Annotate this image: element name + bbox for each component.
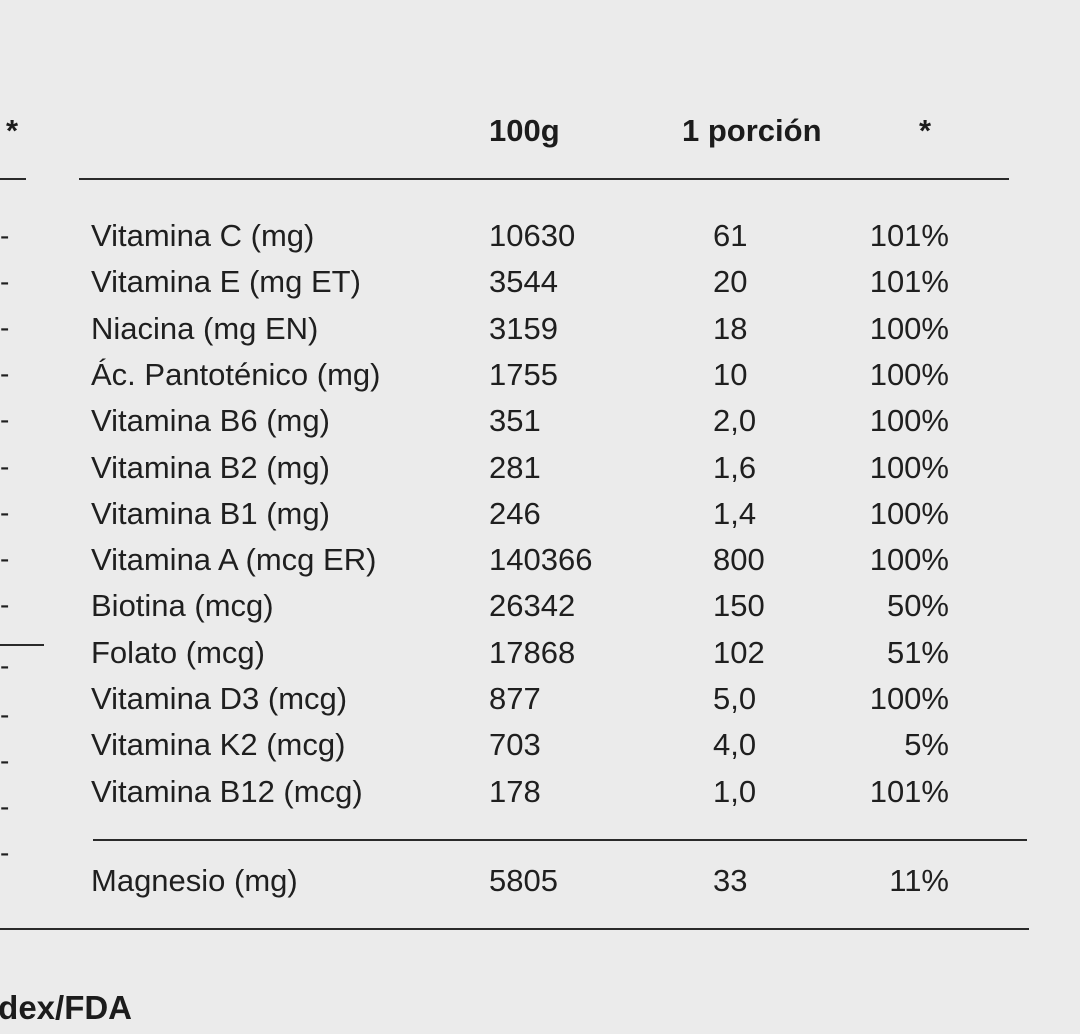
nutrient-name: Vitamina K2 (mcg) [91, 727, 346, 763]
left-column-divider [0, 644, 44, 646]
value-per-100g: 3159 [489, 310, 558, 346]
value-per-100g: 351 [489, 403, 541, 439]
value-per-100g: 281 [489, 449, 541, 485]
value-percent: 100% [869, 449, 949, 485]
table-row: Vitamina K2 (mcg) 703 4,0 5% [0, 722, 1080, 768]
left-column-dash: - [0, 266, 10, 297]
table-row: Biotina (mcg) 26342 150 50% [0, 583, 1080, 629]
left-column-dash: - [0, 699, 10, 730]
nutrient-name: Niacina (mg EN) [91, 310, 319, 346]
left-column-dash: - [0, 404, 10, 435]
header-100g: 100g [489, 113, 560, 148]
value-percent: 5% [904, 727, 949, 763]
value-percent: 101% [869, 264, 949, 300]
left-column-dash: - [0, 220, 10, 251]
value-per-100g: 246 [489, 495, 541, 531]
value-per-portion: 4,0 [713, 727, 757, 763]
value-per-portion: 1,4 [713, 495, 757, 531]
nutrient-name: Ác. Pantoténico (mg) [91, 356, 381, 392]
nutrient-name: Vitamina C (mg) [91, 218, 315, 253]
value-percent: 100% [869, 310, 949, 346]
header-portion: 1 porción [682, 113, 822, 148]
value-per-portion: 150 [713, 588, 765, 624]
value-per-portion: 10 [713, 356, 748, 392]
value-per-portion: 1,0 [713, 773, 757, 809]
value-per-portion: 33 [713, 863, 748, 898]
section-divider [93, 839, 1027, 841]
left-column-rule [0, 178, 26, 180]
left-column-dash: - [0, 543, 10, 574]
value-per-100g: 140366 [489, 542, 593, 578]
nutrient-name: Biotina (mcg) [91, 588, 274, 624]
value-percent: 100% [869, 542, 949, 578]
table-row: Vitamina C (mg) 10630 61 101% [0, 213, 1080, 259]
table-row-magnesio: Magnesio (mg) 5805 33 11% [0, 858, 1080, 904]
nutrient-name: Vitamina A (mcg ER) [91, 542, 377, 578]
left-column-dash: - [0, 451, 10, 482]
nutrient-name: Folato (mcg) [91, 634, 265, 670]
value-per-100g: 5805 [489, 863, 558, 898]
value-percent: 51% [886, 634, 949, 670]
value-per-portion: 102 [713, 634, 765, 670]
table-row: Niacina (mg EN) 3159 18 100% [0, 306, 1080, 352]
value-per-portion: 5,0 [713, 681, 757, 716]
table-row: Vitamina A (mcg ER) 140366 800 100% [0, 537, 1080, 583]
left-column-dash: - [0, 589, 10, 620]
table-row: Vitamina D3 (mcg) 877 5,0 100% [0, 676, 1080, 722]
value-per-portion: 1,6 [713, 449, 757, 485]
table-row: Vitamina B6 (mg) 351 2,0 100% [0, 398, 1080, 444]
value-percent: 101% [869, 218, 949, 253]
nutrient-name: Vitamina B6 (mg) [91, 403, 330, 439]
value-per-100g: 3544 [489, 264, 558, 300]
value-percent: 100% [869, 681, 949, 716]
value-percent: 100% [869, 403, 949, 439]
table-row: Vitamina B2 (mg) 281 1,6 100% [0, 445, 1080, 491]
value-per-100g: 26342 [489, 588, 576, 624]
left-column-dash: - [0, 312, 10, 343]
nutrient-name: Vitamina D3 (mcg) [91, 681, 348, 716]
value-per-portion: 18 [713, 310, 748, 346]
table-row: Vitamina B12 (mcg) 178 1,0 101% [0, 769, 1080, 815]
value-percent: 50% [886, 588, 949, 624]
value-percent: 11% [889, 863, 949, 898]
value-per-100g: 10630 [489, 218, 576, 253]
nutrient-name: Vitamina B1 (mg) [91, 495, 330, 531]
bottom-rule [0, 928, 1029, 930]
nutrient-name: Magnesio (mg) [91, 863, 298, 898]
table-row: Vitamina B1 (mg) 246 1,4 100% [0, 491, 1080, 537]
nutrient-name: Vitamina B2 (mg) [91, 449, 330, 485]
footer-source-note: odex/FDA [0, 989, 133, 1026]
value-per-100g: 1755 [489, 356, 558, 392]
value-per-100g: 17868 [489, 634, 576, 670]
left-column-dash: - [0, 791, 10, 822]
value-per-100g: 877 [489, 681, 541, 716]
value-percent: 101% [869, 773, 949, 809]
left-column-header-star: * [6, 113, 19, 148]
value-percent: 100% [869, 356, 949, 392]
header-percent: * [919, 113, 932, 148]
left-column-dash: - [0, 358, 10, 389]
table-row: Folato (mcg) 17868 102 51% [0, 630, 1080, 676]
value-per-portion: 2,0 [713, 403, 757, 439]
nutrient-name: Vitamina B12 (mcg) [91, 773, 363, 809]
value-per-100g: 703 [489, 727, 541, 763]
table-row: Vitamina E (mg ET) 3544 20 101% [0, 259, 1080, 305]
value-per-100g: 178 [489, 773, 541, 809]
table-row: Ác. Pantoténico (mg) 1755 10 100% [0, 352, 1080, 398]
left-column-dash: - [0, 745, 10, 776]
value-per-portion: 800 [713, 542, 765, 578]
left-column-dash: - [0, 497, 10, 528]
left-column-dash: - [0, 837, 10, 868]
value-per-portion: 20 [713, 264, 748, 300]
header-rule [79, 178, 1009, 180]
value-per-portion: 61 [713, 218, 748, 253]
nutrient-name: Vitamina E (mg ET) [91, 264, 361, 300]
value-percent: 100% [869, 495, 949, 531]
left-column-dash: - [0, 650, 10, 681]
